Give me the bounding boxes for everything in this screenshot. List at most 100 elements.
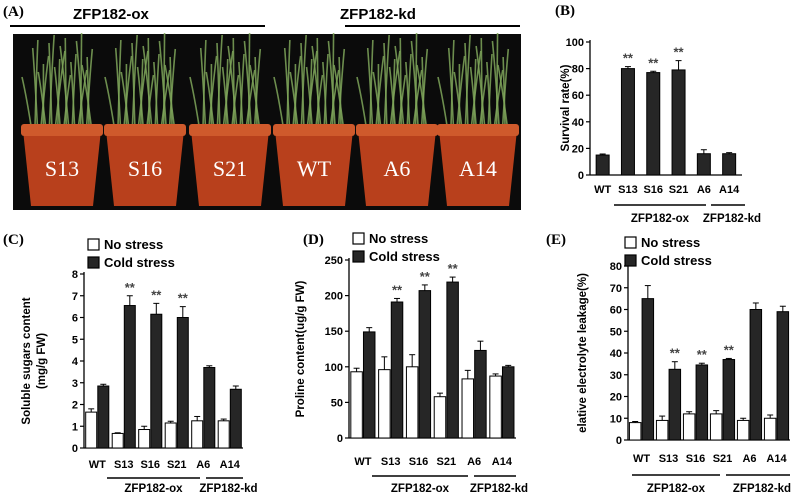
bar-s13-cold-stress [123,305,136,449]
legend-label-no-stress: No stress [104,237,163,252]
legend-swatch-no-stress [352,232,365,245]
x-tick-label: S21 [669,184,689,196]
grass-blade [495,32,499,133]
bar-wt-cold-stress [362,331,376,439]
grass-blade [169,56,173,133]
grass-blade [247,32,251,133]
group-kd-label: ZFP182-kd [703,213,761,225]
bar-wt [595,154,610,176]
grass-blade [455,55,466,133]
grass-blade [253,48,262,133]
pot-s16: S16 [104,32,186,206]
y-tick-label: 80 [572,64,584,76]
significance-mark: ** [178,291,189,306]
grass-blade [216,42,221,133]
bar-s13 [620,68,635,176]
grass-blade [475,45,486,133]
y-tick-label: 2 [72,400,78,412]
bar-s21-cold-stress [722,359,736,441]
x-tick-label: S13 [381,456,401,468]
panel-b-label: (B) [555,3,575,19]
grass-blade [34,39,39,133]
grass-blade [117,39,122,133]
bar-a14-cold-stress [501,366,515,439]
y-tick-label: 200 [325,291,343,303]
legend-label-no-stress: No stress [641,235,700,250]
grass-blade [131,42,136,133]
grass-blade [300,42,305,133]
bar-a6-no-stress [736,419,750,441]
bar-s16-cold-stress [150,313,163,449]
bar-s21-cold-stress [176,317,189,449]
grass-blade [142,45,153,133]
grass-blade [147,37,151,133]
legend-swatch-cold-stress [624,254,637,267]
group-kd-label: ZFP182-kd [733,483,791,495]
pot-body [439,130,517,206]
y-tick-label: 20 [572,143,584,155]
photo-group-left-label: ZFP182-ox [73,6,150,23]
chart-b: (B) 0 20 40 60 80 100 Survival rate(%) WT ** S13 **… [555,3,761,225]
grass-blade [406,53,412,133]
x-tick-label: A14 [220,459,241,471]
grass-blade [114,47,122,133]
grass-blade [71,53,77,133]
significance-mark: ** [697,347,708,362]
x-tick-label: A14 [492,456,513,468]
grass-blade [470,50,482,133]
grass-blade [227,45,238,133]
bar-a14-no-stress [489,375,502,439]
pot-row: S13 S16 S21 WT A6 A14 [21,32,519,206]
group-ox-label: ZFP182-ox [647,483,706,495]
grass-blade [311,45,322,133]
grass-blade [48,42,53,133]
pot-wt: WT [273,32,355,206]
grass-blade [85,48,94,133]
grass-blade [254,56,258,133]
bar-wt-cold-stress [641,298,655,441]
grass-blade [316,37,320,133]
x-tick-label: S16 [686,453,706,465]
y-axis-label: Survival rate(%) [560,64,572,151]
chart-e: (E) 0 10 20 30 40 50 60 70 80 elative electrolyte … [546,232,791,495]
significance-mark: ** [151,287,162,302]
x-tick-label: A14 [766,453,787,465]
legend-label-no-stress: No stress [369,231,428,246]
bar-s16-cold-stress [695,364,709,441]
pot-label: A14 [459,156,497,181]
grass-blade [300,34,307,133]
significance-mark: ** [448,261,459,276]
x-tick-label: S21 [713,453,733,465]
x-tick-label: S13 [659,453,679,465]
pot-rim [104,124,186,136]
grass-blade [59,45,70,133]
pot-label: A6 [384,156,411,181]
legend-swatch-no-stress [624,236,637,249]
x-tick-label: WT [633,453,650,465]
grass-blade [239,53,245,133]
pot-s21: S21 [189,32,271,206]
grass-blade [414,32,418,133]
grass-blade [464,34,471,133]
grass-blade [421,56,425,133]
group-kd-label: ZFP182-kd [199,483,257,495]
grass-blade [286,39,291,133]
y-axis-label: Soluble sugars content (mg/g FW) [21,297,48,424]
significance-mark: ** [392,282,403,297]
x-tick-label: WT [89,459,106,471]
x-tick-label: A14 [719,184,740,196]
grass-blade [501,48,510,133]
grass-blade [162,32,166,133]
y-tick-label: 100 [566,37,584,49]
significance-mark: ** [673,45,684,60]
y-axis-label: elative electrolyte leakage(%) [577,273,589,433]
bar-s21-no-stress [433,396,447,439]
grass-blade [337,48,346,133]
y-tick-label: 60 [572,90,584,102]
grass-blade [199,47,207,133]
grass-blade [39,55,50,133]
y-tick-label: 60 [610,305,622,317]
y-tick-label: 7 [72,291,78,303]
bar-s16-no-stress [682,413,696,441]
x-tick-label: S13 [114,459,134,471]
